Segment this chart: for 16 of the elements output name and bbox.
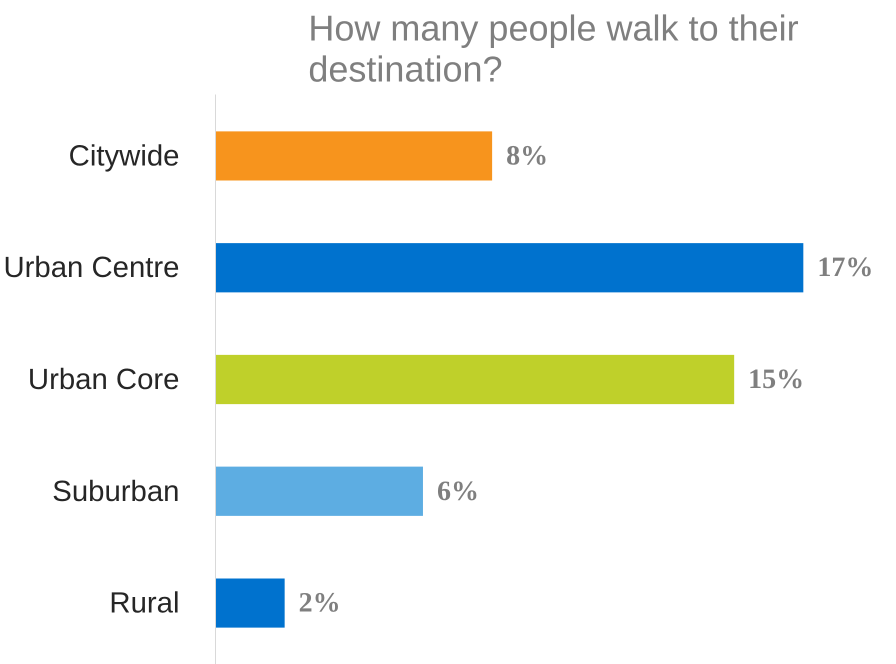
y-tick-label: Urban Core: [28, 363, 180, 396]
bar: [216, 131, 492, 181]
y-tick-label: Rural: [109, 586, 180, 620]
data-label: 6%: [436, 476, 479, 507]
y-tick-label: Urban Centre: [3, 251, 180, 284]
y-tick-label: Suburban: [52, 474, 180, 508]
bar: [216, 243, 804, 292]
bar: [216, 354, 734, 404]
data-label: 2%: [298, 588, 341, 619]
data-label: 8%: [506, 140, 548, 172]
data-label: 17%: [817, 252, 874, 284]
bar: [216, 466, 423, 516]
y-tick-label: Citywide: [68, 139, 180, 172]
chart-title: How many people walk to their destination?: [308, 8, 799, 90]
data-label: 15%: [748, 364, 804, 395]
bar: [216, 578, 285, 628]
